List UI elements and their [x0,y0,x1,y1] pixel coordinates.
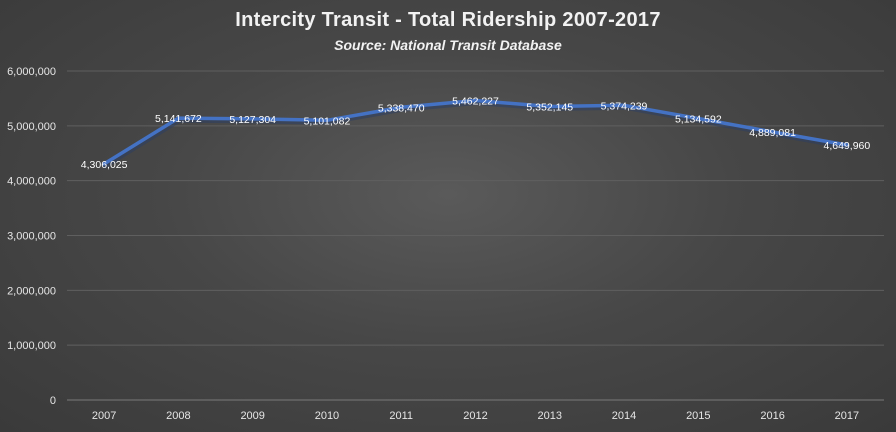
data-label: 5,462,227 [452,95,499,107]
x-tick-label: 2013 [538,410,562,422]
x-tick-label: 2007 [92,410,116,422]
x-axis: 2007 2008 2009 2010 2011 2012 2013 2014 2015 2016… [92,410,859,422]
x-tick-label: 2012 [463,410,487,422]
y-tick-label: 6,000,000 [7,66,56,78]
data-label: 5,352,145 [526,102,573,114]
x-tick-label: 2016 [760,410,784,422]
data-label: 5,101,082 [304,115,351,127]
data-label: 4,306,025 [81,159,128,171]
data-label: 4,649,960 [824,140,871,152]
data-label: 5,338,470 [378,102,425,114]
data-label: 4,889,081 [749,127,796,139]
chart-subtitle: Source: National Transit Database [334,37,562,53]
y-tick-label: 2,000,000 [7,285,56,297]
y-tick-label: 0 [50,395,56,407]
data-label: 5,134,592 [675,113,722,125]
gridlines [67,70,884,401]
x-tick-label: 2014 [612,410,636,422]
y-axis: 0 1,000,000 2,000,000 3,000,000 4,000,000 5,0… [7,66,56,407]
y-tick-label: 5,000,000 [7,121,56,133]
data-labels: 4,306,025 5,141,672 5,127,304 5,101,082 5,33… [81,95,871,170]
series-line [102,98,849,166]
x-tick-label: 2011 [389,410,413,422]
data-label: 5,141,672 [155,113,202,125]
series-line-shadow [102,100,851,169]
chart-title: Intercity Transit - Total Ridership 2007… [235,9,661,31]
x-tick-label: 2015 [686,410,710,422]
x-tick-label: 2008 [166,410,190,422]
y-tick-label: 4,000,000 [7,176,56,188]
data-label: 5,127,304 [229,114,276,126]
y-tick-label: 1,000,000 [7,340,56,352]
x-tick-label: 2017 [835,410,859,422]
series-ridership [102,98,851,169]
x-tick-label: 2009 [240,410,264,422]
data-label: 5,374,239 [601,100,648,112]
y-tick-label: 3,000,000 [7,231,56,243]
x-tick-label: 2010 [315,410,339,422]
